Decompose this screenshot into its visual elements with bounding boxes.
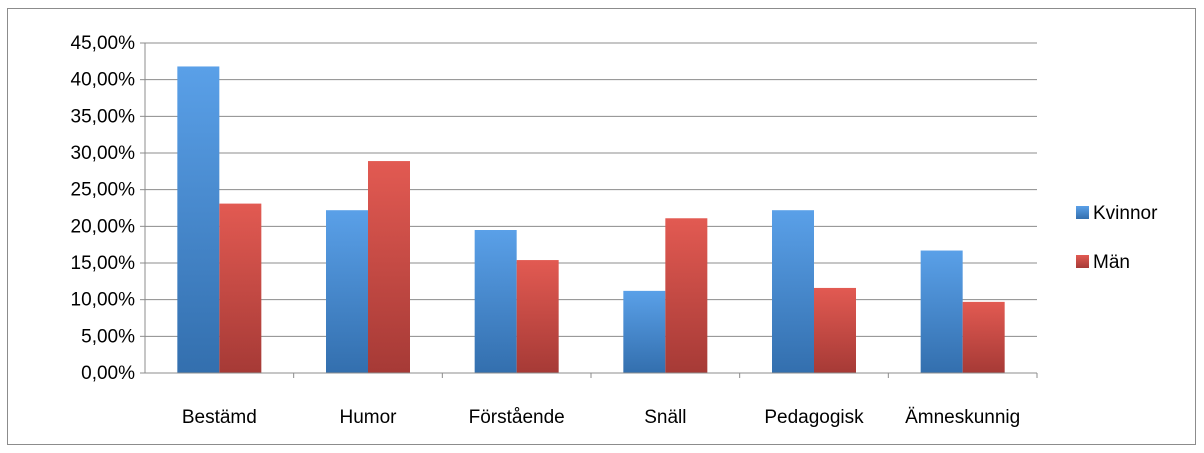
y-tick-label: 35,00% [71,106,136,127]
legend-label: Kvinnor [1093,203,1158,224]
legend-swatch [1076,206,1089,219]
y-tick-label: 40,00% [71,70,136,91]
y-tick-label: 20,00% [71,216,136,237]
y-tick-label: 10,00% [71,290,136,311]
x-tick-label: Ämneskunnig [905,407,1020,428]
bar-m-n-0 [219,203,262,373]
y-tick-label: 45,00% [71,33,136,54]
bar-m-n-3 [665,218,708,373]
x-tick-label: Bestämd [182,407,257,428]
x-tick-label: Förstående [469,407,565,428]
legend: Kvinnor Män [1076,203,1158,273]
bar-kvinnor-0 [177,66,220,373]
y-tick-label: 5,00% [81,326,135,347]
y-tick-label: 25,00% [71,180,136,201]
y-tick-label: 0,00% [81,363,135,384]
bar-m-n-5 [962,301,1005,373]
y-tick-label: 15,00% [71,253,136,274]
y-axis-ticks: 0,00% 5,00% 10,00% 15,00% 20,00% 25,00% 30,00%… [71,33,145,384]
axes [144,43,1038,378]
bar-kvinnor-2 [474,230,517,373]
bar-kvinnor-1 [326,210,368,373]
x-tick-label: Humor [339,407,397,428]
bar-m-n-1 [368,161,410,373]
grid-lines [145,42,1037,337]
bar-m-n-4 [814,287,856,373]
bar-m-n-2 [516,260,559,373]
bar-kvinnor-4 [772,210,814,373]
legend-swatch [1076,255,1089,268]
x-axis-labels: Bestämd Humor Förstående Snäll Pedagogisk Ämn… [182,407,1020,428]
legend-label: Män [1093,252,1130,273]
bars [177,66,1005,373]
bar-kvinnor-3 [623,290,666,373]
x-tick-label: Pedagogisk [764,407,864,428]
bar-kvinnor-5 [920,250,963,373]
y-tick-label: 30,00% [71,143,136,164]
x-tick-label: Snäll [644,407,686,428]
